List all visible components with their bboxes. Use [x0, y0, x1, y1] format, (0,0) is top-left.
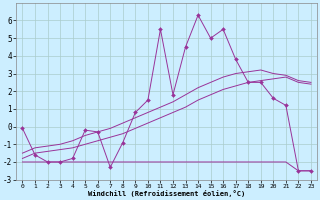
X-axis label: Windchill (Refroidissement éolien,°C): Windchill (Refroidissement éolien,°C) [88, 190, 245, 197]
